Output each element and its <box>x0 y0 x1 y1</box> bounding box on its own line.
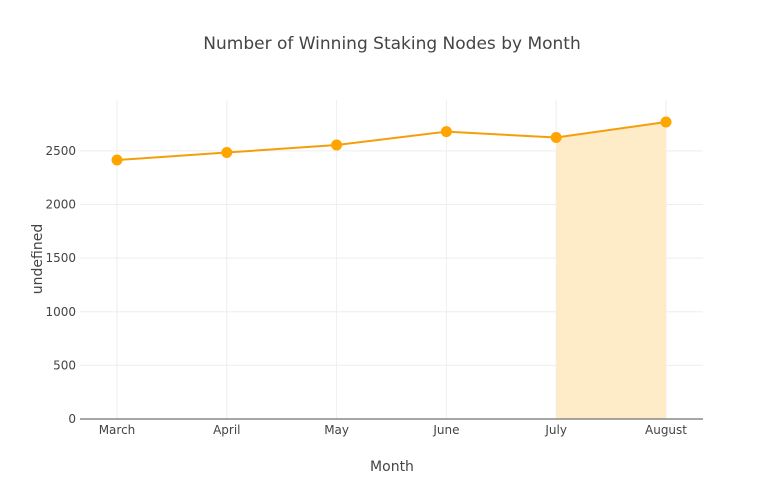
y-axis-ticks: 0 500 1000 1500 2000 2500 <box>45 144 76 426</box>
series-polyline <box>116 120 667 162</box>
data-point-august[interactable] <box>660 116 672 128</box>
y-tick-label: 2000 <box>45 198 76 212</box>
x-axis-ticks: March April May June July August <box>99 423 688 437</box>
y-tick-label: 1500 <box>45 251 76 265</box>
x-tick-label: May <box>324 423 349 437</box>
x-axis-title: Month <box>370 459 414 475</box>
series-line <box>116 120 667 162</box>
data-point-may[interactable] <box>331 139 343 151</box>
x-tick-label: July <box>544 423 567 437</box>
data-point-april[interactable] <box>221 147 233 159</box>
y-tick-label: 500 <box>53 358 76 372</box>
x-tick-label: June <box>432 423 459 437</box>
y-tick-label: 0 <box>68 412 76 426</box>
data-point-july[interactable] <box>550 132 562 144</box>
x-tick-label: August <box>645 423 687 437</box>
y-tick-label: 2500 <box>45 144 76 158</box>
data-markers <box>111 116 672 166</box>
data-point-march[interactable] <box>111 154 123 166</box>
shaded-area <box>556 121 666 420</box>
y-tick-label: 1000 <box>45 305 76 319</box>
data-point-june[interactable] <box>440 126 452 138</box>
x-tick-label: March <box>99 423 136 437</box>
fill-area-polygon <box>556 121 666 420</box>
chart-title: Number of Winning Staking Nodes by Month <box>203 34 581 54</box>
x-tick-label: April <box>213 423 240 437</box>
y-axis-title: undefined <box>30 224 46 294</box>
